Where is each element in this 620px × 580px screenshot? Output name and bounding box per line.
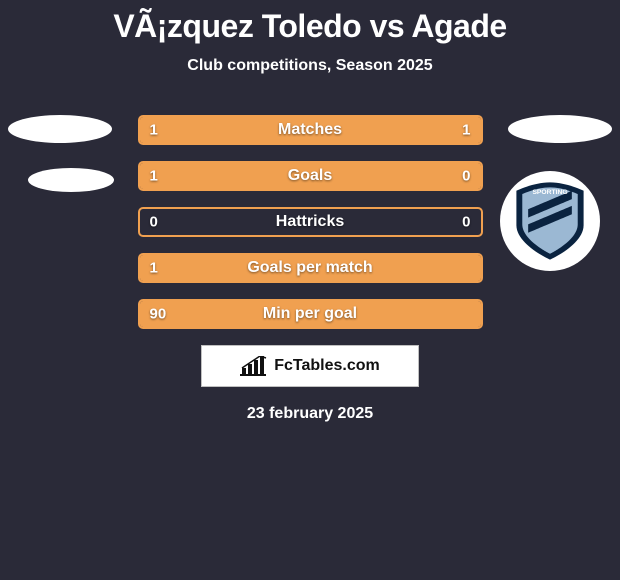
stat-label: Goals: [288, 167, 332, 185]
stat-left-value: 90: [150, 306, 167, 323]
decor-ellipse-right-1: [508, 115, 612, 143]
date-text: 23 february 2025: [0, 405, 620, 423]
club-badge-right: SPORTING: [500, 171, 600, 271]
comparison-card: VÃ¡zquez Toledo vs Agade Club competitio…: [0, 0, 620, 423]
stats-area: SPORTING 1 Matches 1 1 Goals 0 0 Hattricks 0 1 Goa…: [0, 115, 620, 423]
stat-right-value: 1: [462, 122, 470, 139]
stat-left-value: 0: [150, 214, 158, 231]
stat-row: 1 Matches 1: [138, 115, 483, 145]
sporting-kc-icon: SPORTING: [508, 179, 592, 263]
svg-text:SPORTING: SPORTING: [532, 189, 567, 196]
bar-chart-icon: [240, 356, 268, 376]
page-subtitle: Club competitions, Season 2025: [0, 57, 620, 75]
decor-ellipse-left-2: [28, 168, 114, 192]
stat-row: 1 Goals 0: [138, 161, 483, 191]
stat-bars: 1 Matches 1 1 Goals 0 0 Hattricks 0 1 Goals per ma…: [138, 115, 483, 329]
stat-row: 90 Min per goal: [138, 299, 483, 329]
stat-right-value: 0: [462, 168, 470, 185]
stat-label: Matches: [278, 121, 342, 139]
decor-ellipse-left-1: [8, 115, 112, 143]
stat-row: 0 Hattricks 0: [138, 207, 483, 237]
stat-label: Min per goal: [263, 305, 357, 323]
stat-label: Hattricks: [276, 213, 344, 231]
brand: FcTables.com: [240, 356, 380, 376]
brand-box: FcTables.com: [201, 345, 419, 387]
stat-left-value: 1: [150, 168, 158, 185]
stat-left-value: 1: [150, 260, 158, 277]
stat-right-value: 0: [462, 214, 470, 231]
page-title: VÃ¡zquez Toledo vs Agade: [0, 8, 620, 45]
brand-text: FcTables.com: [274, 357, 380, 375]
stat-row: 1 Goals per match: [138, 253, 483, 283]
stat-left-fill: [140, 163, 399, 189]
stat-left-value: 1: [150, 122, 158, 139]
stat-label: Goals per match: [247, 259, 372, 277]
